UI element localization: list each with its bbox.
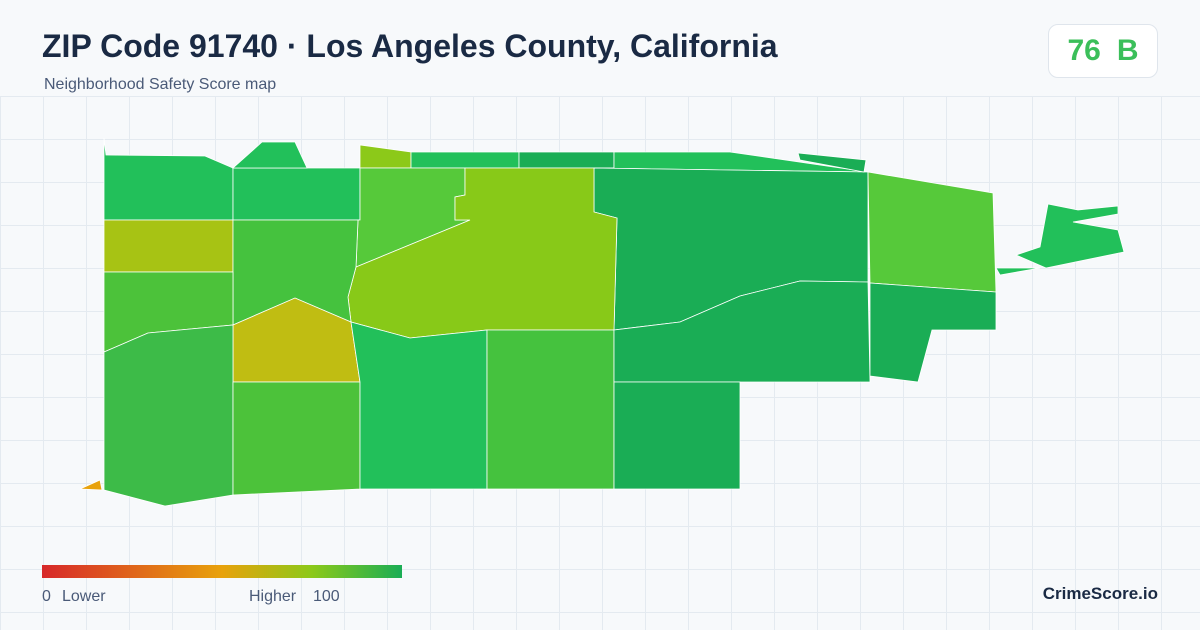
legend-max: 100: [313, 588, 340, 605]
region: [869, 282, 997, 383]
region: [103, 324, 234, 507]
score-grade: B: [1116, 34, 1139, 67]
region: [79, 479, 103, 491]
score-badge: 76 B: [1048, 24, 1158, 78]
header: ZIP Code 91740 · Los Angeles County, Cal…: [0, 0, 1200, 96]
legend-max-label: Higher: [249, 588, 297, 605]
region: [232, 381, 361, 496]
region: [359, 144, 412, 169]
brand: CrimeScore.io: [1042, 584, 1158, 603]
region: [995, 267, 1041, 276]
region: [231, 141, 308, 169]
region: [1014, 203, 1125, 269]
region: [350, 321, 488, 490]
region: [797, 152, 867, 173]
region: [486, 329, 615, 490]
region: [103, 137, 234, 221]
region: [613, 381, 741, 490]
region: [103, 219, 234, 273]
region: [410, 151, 520, 169]
region: [867, 171, 997, 293]
region: [518, 151, 615, 169]
region: [232, 167, 361, 221]
legend-min-label: Lower: [62, 588, 106, 605]
title: ZIP Code 91740 · Los Angeles County, Cal…: [42, 28, 778, 64]
subtitle: Neighborhood Safety Score map: [44, 76, 277, 93]
score-value: 76: [1067, 34, 1101, 67]
legend-min: 0: [42, 588, 51, 605]
legend-gradient: [42, 565, 402, 578]
